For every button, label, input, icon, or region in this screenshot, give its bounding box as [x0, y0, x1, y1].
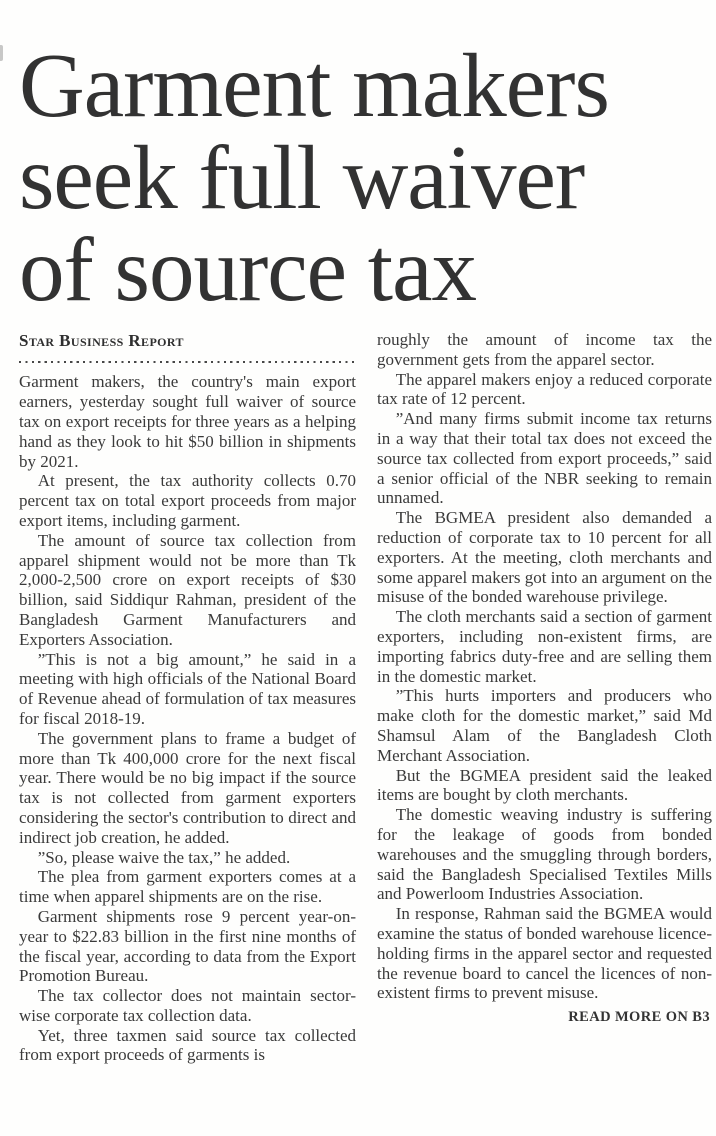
- paragraph: In response, Rahman said the BGMEA would…: [377, 904, 712, 1003]
- paragraph: At present, the tax authority collects 0…: [19, 471, 356, 530]
- article-headline: Garment makers seek full waiver of sourc…: [19, 35, 610, 320]
- paragraph: The government plans to frame a budget o…: [19, 728, 356, 847]
- paragraph: ”This hurts importers and producers who …: [377, 686, 712, 765]
- paragraph: The plea from garment exporters comes at…: [19, 867, 356, 907]
- paragraph: Garment makers, the country's main expor…: [19, 372, 356, 471]
- paragraph: The tax collector does not maintain sect…: [19, 986, 356, 1025]
- left-column-text: Garment makers, the country's main expor…: [19, 372, 356, 1065]
- paragraph: Yet, three taxmen said source tax collec…: [19, 1025, 356, 1065]
- paragraph: The apparel makers enjoy a reduced corpo…: [377, 369, 712, 409]
- paragraph: The BGMEA president also demanded a redu…: [377, 508, 712, 607]
- article-columns: Star Business Report Garment makers, the…: [19, 330, 712, 1065]
- column-right: roughly the amount of income tax the gov…: [377, 330, 712, 1065]
- paragraph: roughly the amount of income tax the gov…: [377, 330, 712, 369]
- paragraph: ”And many firms submit income tax return…: [377, 409, 712, 508]
- byline-divider: [19, 361, 356, 364]
- paragraph: The domestic weaving industry is sufferi…: [377, 805, 712, 904]
- right-column-text: roughly the amount of income tax the gov…: [377, 330, 712, 1003]
- paragraph: But the BGMEA president said the leaked …: [377, 765, 712, 805]
- paragraph: ”So, please waive the tax,” he added.: [37, 847, 291, 867]
- paragraph: The cloth merchants said a section of ga…: [377, 607, 712, 686]
- column-left: Star Business Report Garment makers, the…: [19, 330, 356, 1065]
- paragraph: The amount of source tax collection from…: [19, 530, 356, 649]
- scan-edge-artifact: [0, 45, 3, 61]
- paragraph: Garment shipments rose 9 percent year-on…: [19, 906, 356, 986]
- byline: Star Business Report: [19, 331, 184, 350]
- paragraph: ”This is not a big amount,” he said in a…: [19, 649, 356, 728]
- read-more-note: READ MORE ON B3: [568, 1009, 710, 1026]
